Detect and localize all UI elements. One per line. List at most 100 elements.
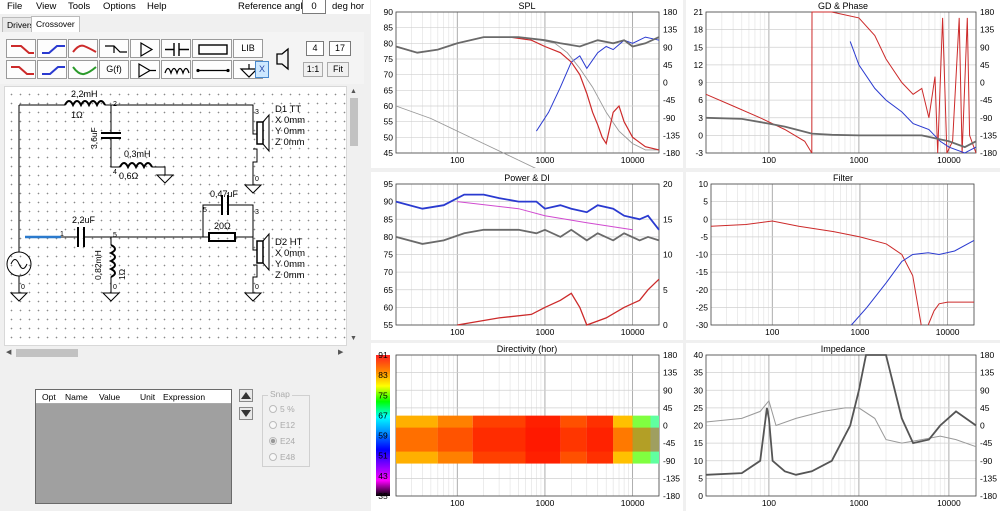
- node-label: 3: [255, 109, 259, 116]
- library-button[interactable]: LIB: [233, 39, 263, 58]
- resistor-button[interactable]: [192, 39, 232, 58]
- scroll-left-icon[interactable]: ◀: [6, 349, 12, 356]
- scroll-down-icon[interactable]: ▼: [350, 335, 357, 342]
- column-name[interactable]: Name: [65, 392, 88, 402]
- impedance-chart[interactable]: Impedance 40 35 30 25 20 15 10 5 0 180 135 90 45 0 -45…: [686, 343, 1000, 511]
- y-tick-label-right: 45: [663, 60, 673, 70]
- y-tick-label-right: 180: [663, 350, 677, 360]
- inductor-l1-label[interactable]: 2,2mH: [71, 89, 98, 99]
- y-tick-label-right: 5: [663, 285, 668, 295]
- highpass-ht-button[interactable]: [37, 39, 67, 58]
- snap-option-e24[interactable]: E24: [269, 436, 295, 446]
- speaker-icon[interactable]: [274, 45, 294, 73]
- menu-view[interactable]: View: [36, 1, 57, 12]
- wire-button[interactable]: [192, 60, 232, 79]
- y-tick-label-right: 135: [980, 368, 994, 378]
- notch-button[interactable]: [68, 60, 98, 79]
- inductor-button[interactable]: [161, 60, 191, 79]
- y-tick-label-right: 0: [663, 78, 668, 88]
- lowpass-tt-button[interactable]: [6, 39, 36, 58]
- y-tick-label-left: 90: [384, 197, 394, 207]
- gd-phase-chart[interactable]: GD & Phase 21 18 15 12 9 6 3 0 -3 180 135 90 45 0 -45 -…: [686, 0, 1000, 168]
- directivity-chart[interactable]: Directivity (hor) 180 135 90 45 0 -45 -90 -135 -…: [371, 343, 683, 511]
- x-tick-label: 10000: [621, 155, 645, 165]
- bandpass-button[interactable]: [68, 39, 98, 58]
- snap-group: 5 % E12 E24 E48: [262, 395, 310, 467]
- highpass-button[interactable]: [37, 60, 67, 79]
- tab-crossover[interactable]: Crossover: [31, 16, 80, 32]
- schematic-horizontal-scrollbar[interactable]: ◀ ▶: [4, 347, 348, 359]
- capacitor-c1-label[interactable]: 3,6uF: [89, 127, 99, 149]
- y-tick-label-left: 60: [384, 302, 394, 312]
- scroll-thumb[interactable]: [16, 349, 78, 357]
- driver-tool-button[interactable]: [99, 39, 129, 58]
- parts-table-header: Opt Name Value Unit Expression: [36, 390, 231, 404]
- column-expression[interactable]: Expression: [163, 392, 206, 402]
- fit-button[interactable]: Fit: [327, 62, 349, 77]
- y-tick-label-left: 90: [384, 7, 394, 17]
- zoom-level-box[interactable]: 17: [329, 41, 351, 56]
- x-tick-label: 100: [762, 498, 776, 508]
- transfer-function-button[interactable]: G(f): [99, 60, 129, 79]
- plot-frame: [710, 183, 975, 326]
- gd-phase-title: GD & Phase: [817, 1, 869, 11]
- y-tick-label-right: -180: [980, 491, 997, 501]
- inductor-l3-label[interactable]: 0,82mH: [93, 250, 103, 280]
- x-tick-label: 1000: [535, 327, 554, 337]
- snap-option-e48[interactable]: E48: [269, 452, 295, 462]
- menu-options[interactable]: Options: [103, 1, 136, 12]
- directivity-band: [525, 415, 561, 464]
- parts-table[interactable]: Opt Name Value Unit Expression: [35, 389, 232, 504]
- y-tick-label-right: 135: [663, 25, 677, 35]
- column-value[interactable]: Value: [99, 392, 121, 402]
- menu-tools[interactable]: Tools: [68, 1, 91, 12]
- y-tick-label-left: 3: [698, 113, 703, 123]
- reference-angle-input[interactable]: 0: [302, 0, 326, 14]
- move-up-button[interactable]: [239, 389, 253, 402]
- schematic-canvas[interactable]: 2,2mH 1Ω 3,6uF 0,3mH 0,6Ω 2,2uF 0,82mH 1…: [4, 86, 347, 346]
- y-tick-label-left: 30: [694, 385, 704, 395]
- one-to-one-button[interactable]: 1:1: [303, 62, 323, 77]
- column-opt[interactable]: Opt: [42, 392, 56, 402]
- driver-d2-y: Y 0mm: [275, 259, 305, 270]
- menu-file[interactable]: File: [7, 1, 23, 12]
- driver-d1-y: Y 0mm: [275, 126, 305, 137]
- driver-d1-label[interactable]: D1 TT: [275, 104, 302, 115]
- menu-help[interactable]: Help: [147, 1, 167, 12]
- capacitor-c3-label[interactable]: 0,47uF: [210, 189, 239, 199]
- column-unit[interactable]: Unit: [140, 392, 156, 402]
- buffer-button[interactable]: [130, 60, 160, 79]
- resistor-r1-label[interactable]: 20Ω: [214, 221, 231, 231]
- impedance-title: Impedance: [820, 344, 866, 354]
- lowpass-button[interactable]: [6, 60, 36, 79]
- driver-d2-label[interactable]: D2 HT: [275, 237, 303, 248]
- y-tick-label-right: 180: [980, 7, 994, 17]
- snap-option-5pct[interactable]: 5 %: [269, 404, 295, 414]
- y-tick-label-right: -135: [980, 473, 997, 483]
- power-di-chart[interactable]: Power & DI 95 90 85 80 75 70 65 60 55 20 15 10 5 0 100…: [371, 172, 683, 340]
- filter-chart[interactable]: Filter 10 5 0 -5 -10 -15 -20 -25 -30 100 1000 10000: [686, 172, 1000, 340]
- snap-option-e12[interactable]: E12: [269, 420, 295, 430]
- tt-off-axis-curve: [395, 105, 536, 168]
- node-label: 0: [113, 284, 117, 291]
- y-tick-label-left: 15: [694, 42, 704, 52]
- scroll-up-icon[interactable]: ▲: [350, 88, 357, 95]
- y-tick-label-left: 0: [698, 491, 703, 501]
- y-tick-label-right: 10: [663, 250, 673, 260]
- delete-button[interactable]: X: [255, 61, 269, 78]
- move-down-button[interactable]: [239, 407, 253, 420]
- y-tick-label-left: 9: [698, 78, 703, 88]
- inductor-l2-label[interactable]: 0,3mH: [124, 149, 151, 159]
- y-tick-label-left: 65: [384, 285, 394, 295]
- amplifier-button[interactable]: [130, 39, 160, 58]
- grid-size-box[interactable]: 4: [306, 41, 324, 56]
- y-tick-label-left: 75: [384, 54, 394, 64]
- spl-chart[interactable]: SPL 90 85 80 75 70 65 60 55 50 45 180 135 90 45 0 -45 -9…: [371, 0, 683, 168]
- scroll-right-icon[interactable]: ▶: [338, 349, 344, 356]
- capacitor-button[interactable]: [161, 39, 191, 58]
- x-tick-label: 1000: [535, 155, 554, 165]
- schematic-vertical-scrollbar[interactable]: ▲ ▼: [348, 86, 360, 346]
- scroll-thumb[interactable]: [350, 98, 358, 146]
- capacitor-c2-label[interactable]: 2,2uF: [72, 215, 96, 225]
- node-label: 3: [255, 209, 259, 216]
